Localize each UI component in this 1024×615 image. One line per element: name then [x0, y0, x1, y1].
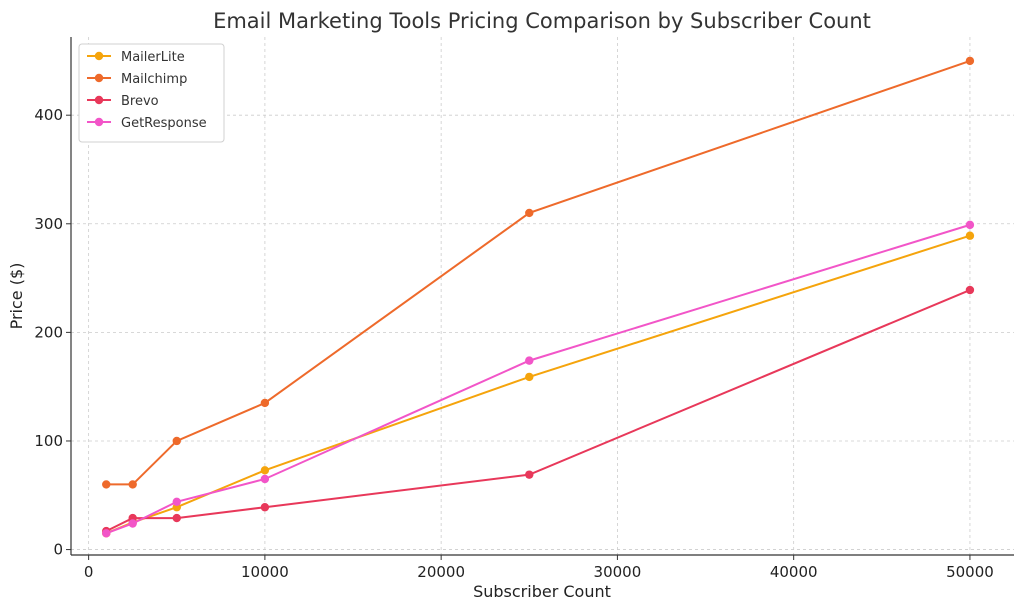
y-axis-label: Price ($) [7, 263, 26, 330]
data-point [172, 436, 181, 446]
x-tick-label: 0 [84, 563, 94, 581]
legend-marker [94, 117, 104, 127]
data-point [525, 356, 534, 365]
x-axis-label: Subscriber Count [473, 582, 611, 601]
chart-title: Email Marketing Tools Pricing Comparison… [213, 9, 871, 33]
legend-item: Brevo [87, 94, 159, 109]
x-tick-label: 50000 [946, 563, 994, 581]
legend-label: GetResponse [121, 116, 207, 131]
grid-lines [71, 37, 1014, 555]
x-tick-label: 10000 [241, 563, 289, 581]
legend: MailerLite Mailchimp Brevo GetResponse [78, 43, 225, 143]
series-line [105, 234, 971, 535]
series-line [105, 289, 971, 533]
y-tick-label: 200 [34, 323, 63, 341]
data-point [102, 529, 111, 538]
data-point [128, 480, 137, 489]
data-point [102, 480, 111, 489]
tick-labels: 0 10000 20000 30000 40000 50000 0 100 200 300 400 [34, 106, 993, 581]
data-point [965, 285, 975, 295]
data-point [965, 220, 975, 230]
series-brevo [102, 285, 975, 536]
data-point [172, 497, 181, 506]
data-point [965, 231, 975, 240]
data-point [128, 519, 137, 528]
y-tick-label: 300 [34, 215, 63, 233]
legend-label: Brevo [121, 94, 159, 109]
series-mailchimp [102, 56, 975, 489]
legend-label: Mailchimp [121, 72, 187, 87]
data-point [965, 56, 975, 66]
legend-item: Mailchimp [87, 72, 187, 87]
legend-item: MailerLite [87, 50, 185, 65]
legend-item: GetResponse [87, 116, 207, 131]
legend-label: MailerLite [121, 50, 185, 65]
legend-box [78, 43, 225, 143]
data-point [260, 398, 270, 408]
series-lines [102, 56, 975, 538]
series-mailerlite [102, 231, 975, 538]
axes [70, 37, 1014, 556]
series-line [105, 223, 971, 535]
data-point [525, 372, 534, 382]
y-tick-label: 400 [34, 106, 63, 124]
data-point [525, 208, 534, 218]
legend-marker [94, 51, 104, 61]
legend-marker [94, 95, 104, 105]
legend-marker [94, 73, 104, 83]
series-getresponse [102, 220, 975, 538]
data-point [260, 466, 270, 475]
data-point [172, 513, 181, 523]
data-point [525, 470, 534, 479]
series-line [106, 59, 971, 486]
x-tick-label: 20000 [417, 563, 465, 581]
data-point [260, 503, 270, 512]
y-tick-label: 0 [53, 541, 63, 559]
data-point [260, 474, 270, 484]
x-tick-label: 30000 [594, 563, 642, 581]
y-tick-label: 100 [34, 432, 63, 450]
x-tick-label: 40000 [770, 563, 818, 581]
